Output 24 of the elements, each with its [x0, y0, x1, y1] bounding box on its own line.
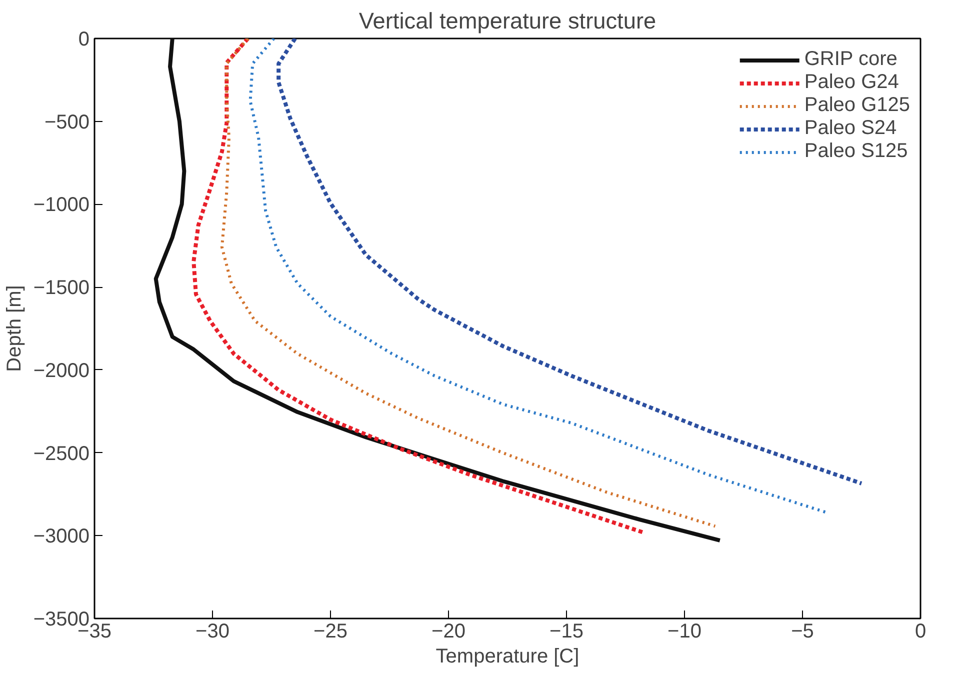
- x-tick-label: 0: [914, 620, 926, 642]
- legend-label: Paleo S125: [804, 140, 908, 163]
- x-tick-label: −25: [314, 620, 348, 642]
- y-tick-label: −1500: [33, 277, 90, 300]
- y-axis-title: Depth [m]: [3, 285, 26, 372]
- y-tick-label: 0: [78, 28, 90, 50]
- chart-title: Vertical temperature structure: [358, 8, 656, 34]
- legend-label: GRIP core: [804, 48, 898, 71]
- x-tick-label: −15: [550, 620, 584, 642]
- legend-label: Paleo G125: [804, 94, 910, 117]
- y-tick-label: −1000: [33, 194, 90, 216]
- legend-label: Paleo S24: [804, 117, 897, 140]
- y-tick-label: −3000: [33, 526, 90, 548]
- line-series: [220, 38, 717, 528]
- y-tick-label: −500: [44, 111, 90, 134]
- x-tick-label: −30: [196, 620, 230, 642]
- y-tick-label: −2500: [33, 442, 90, 465]
- x-tick-label: −10: [668, 620, 702, 642]
- line-series: [154, 38, 722, 542]
- x-axis-title: Temperature [C]: [436, 646, 580, 668]
- x-tick-label: −5: [791, 620, 814, 642]
- x-tick-label: −20: [432, 620, 466, 642]
- legend-label: Paleo G24: [804, 71, 899, 94]
- y-tick-label: −2000: [33, 360, 90, 382]
